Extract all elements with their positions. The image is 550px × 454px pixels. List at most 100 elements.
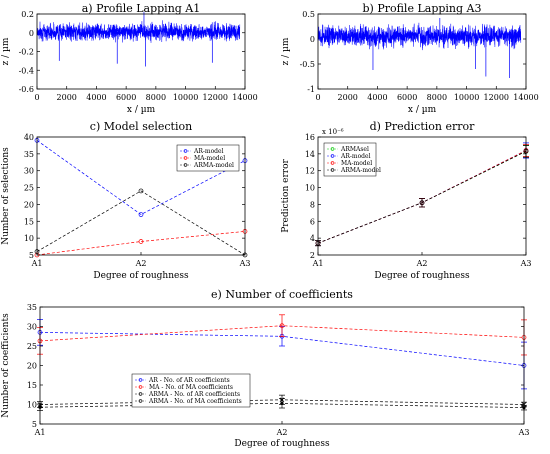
series-4	[37, 398, 527, 411]
y-tick-label: 0.5	[302, 10, 315, 19]
chart-d: d) Prediction error Degree of roughness Pr…	[281, 120, 531, 281]
legend-marker	[138, 399, 143, 403]
legend-entry: MA-model	[341, 160, 372, 167]
y-tick-label: 8	[310, 200, 315, 209]
legend-entry: MA-model	[194, 155, 225, 162]
legend-box	[323, 142, 377, 177]
y-tick-label: 15	[27, 381, 37, 390]
series-line	[36, 190, 246, 256]
y-tick-label: 5	[32, 420, 37, 429]
x-tick-label: A3	[518, 428, 530, 437]
series-line	[36, 140, 246, 215]
legend-box	[131, 373, 251, 408]
legend-marker	[330, 154, 335, 158]
plot-frame	[317, 136, 527, 256]
y-tick-label: 0.2	[21, 10, 34, 19]
y-tick-label: -1	[307, 85, 315, 94]
legend-entry: AR - No. of AR coefficients	[148, 377, 230, 384]
y-tick-label: -0.4	[19, 66, 34, 75]
y-tick-label: 5	[29, 251, 34, 260]
legend-marker	[183, 163, 188, 167]
x-tick-label: 8000	[146, 93, 166, 102]
legend-entry: ARMA - No. of AR coefficients	[148, 391, 240, 398]
x-tick-label: 14000	[513, 93, 538, 102]
y-tick-label: 30	[24, 167, 34, 176]
x-tick-label: 2000	[338, 93, 358, 102]
plot-frame	[317, 13, 527, 90]
legend-entry: AR-model	[340, 153, 371, 160]
y-tick-label: 35	[24, 150, 34, 159]
chart-title: d) Prediction error	[370, 120, 476, 133]
legend-marker	[138, 392, 143, 396]
legend-entry: AR-model	[193, 148, 224, 155]
x-tick-label: A1	[312, 259, 324, 268]
plot-frame	[36, 13, 246, 90]
plot-frame	[39, 306, 525, 425]
x-axis-label: Degree of roughness	[93, 271, 189, 281]
y-tick-label: 10	[24, 234, 34, 243]
x-tick-label: A2	[135, 259, 147, 268]
y-tick-label: 20	[24, 200, 34, 209]
x-axis-label: Degree of roughness	[374, 271, 470, 281]
legend-marker	[330, 168, 335, 172]
chart-title: a) Profile Lapping A1	[82, 2, 201, 15]
profile-signal	[317, 22, 522, 51]
chart-b: b) Profile Lapping A3 x / µm z / µm 0.5 0 -0.…	[281, 2, 539, 115]
data-point	[280, 401, 284, 405]
chart-e: e) Number of coefficients Degree of rough…	[1, 288, 529, 449]
y-axis-label: Prediction error	[281, 159, 291, 233]
x-tick-label: 4000	[367, 93, 387, 102]
x-tick-label: A1	[31, 259, 43, 268]
legend-marker	[138, 385, 143, 389]
x-tick-label: 8000	[427, 93, 447, 102]
y-axis-label: Number of coefficients	[1, 313, 11, 418]
series-2	[37, 314, 527, 356]
legend-marker	[330, 161, 335, 165]
x-tick-label: 12000	[484, 93, 509, 102]
y-tick-label: 14	[305, 150, 315, 159]
y-axis-multiplier: x 10⁻⁶	[322, 128, 344, 136]
x-tick-label: 0	[34, 93, 39, 102]
y-tick-label: 35	[27, 303, 37, 312]
plot-frame	[36, 136, 246, 256]
y-tick-label: 2	[310, 251, 315, 260]
x-tick-label: A2	[416, 259, 428, 268]
x-tick-label: 6000	[116, 93, 136, 102]
data-point	[419, 200, 425, 206]
y-tick-label: 10	[305, 184, 315, 193]
x-tick-label: A3	[520, 259, 532, 268]
legend-marker	[183, 156, 188, 160]
x-tick-label: 6000	[397, 93, 417, 102]
x-axis-label: x / µm	[408, 105, 437, 115]
legend-entry: MA - No. of MA coefficients	[149, 384, 233, 391]
data-point	[279, 323, 285, 329]
chart-a: a) Profile Lapping A1x / µmz / µm0.20-0.…	[1, 2, 258, 115]
y-tick-label: 6	[310, 217, 315, 226]
y-tick-label: 4	[310, 234, 315, 243]
legend-marker	[138, 378, 143, 382]
y-tick-label: 16	[305, 133, 315, 142]
data-point	[138, 239, 144, 244]
x-axis-label: Degree of roughness	[234, 439, 330, 449]
y-tick-label: 0	[29, 29, 34, 38]
data-point	[138, 212, 144, 217]
x-tick-label: 2000	[57, 93, 77, 102]
data-point	[138, 188, 144, 194]
legend-entry: ARMA-model	[193, 162, 234, 169]
x-tick-label: 14000	[232, 93, 257, 102]
y-tick-label: 30	[27, 323, 37, 332]
x-tick-label: 0	[315, 93, 320, 102]
legend-entry: ARMAsel	[340, 146, 369, 153]
y-tick-label: -0.6	[19, 85, 34, 94]
chart-title: e) Number of coefficients	[211, 288, 353, 301]
y-tick-label: 10	[27, 401, 37, 410]
legend-entry: ARMA-model	[340, 167, 381, 174]
x-tick-label: 4000	[86, 93, 106, 102]
series-3	[34, 188, 248, 258]
y-tick-label: 25	[27, 342, 37, 351]
y-tick-label: 15	[24, 217, 34, 226]
y-tick-label: 25	[24, 184, 34, 193]
